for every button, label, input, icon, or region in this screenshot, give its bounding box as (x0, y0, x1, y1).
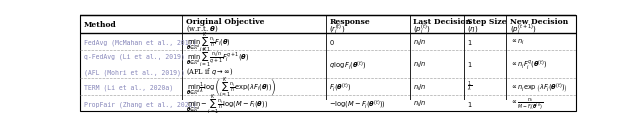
Text: $n_i/n$: $n_i/n$ (413, 59, 426, 69)
Text: FedAvg (McMahan et al., 2017): FedAvg (McMahan et al., 2017) (84, 39, 196, 45)
Text: $F_i(\boldsymbol{\theta}^{(t)})$: $F_i(\boldsymbol{\theta}^{(t)})$ (330, 81, 351, 93)
Text: $0$: $0$ (330, 38, 335, 47)
Text: (w.r.t. $\boldsymbol{\theta}$): (w.r.t. $\boldsymbol{\theta}$) (186, 24, 218, 34)
Text: $(\eta)$: $(\eta)$ (467, 24, 479, 34)
Text: PropFair (Zhang et al., 2022): PropFair (Zhang et al., 2022) (84, 100, 196, 107)
Text: $n_i/n$: $n_i/n$ (413, 82, 426, 92)
Text: Response: Response (330, 18, 370, 26)
Text: $-\log(M-F_i(\boldsymbol{\theta}^{(t)}))$: $-\log(M-F_i(\boldsymbol{\theta}^{(t)}))… (330, 97, 387, 109)
Text: Method: Method (84, 21, 116, 29)
Text: Original Objective: Original Objective (186, 18, 264, 26)
Text: $1$: $1$ (467, 99, 473, 108)
Text: $\propto n_i$: $\propto n_i$ (509, 38, 524, 47)
Text: $(p_i^{(t)})$: $(p_i^{(t)})$ (413, 22, 431, 36)
Text: $n_i/n$: $n_i/n$ (413, 37, 426, 47)
Text: $1$: $1$ (467, 60, 473, 68)
Text: $\min_{\boldsymbol{\theta}\in\mathbb{R}^d}-\sum_{i=1}^{K}\frac{n_i}{n}\log(M-F_i: $\min_{\boldsymbol{\theta}\in\mathbb{R}^… (186, 92, 268, 113)
Text: $\propto n_i\exp\left(\lambda F_i\left(\boldsymbol{\theta}^{(t)}\right)\right)$: $\propto n_i\exp\left(\lambda F_i\left(\… (509, 80, 567, 93)
Text: $n_i/n$: $n_i/n$ (413, 98, 426, 108)
Text: $(p_i^{(t+1)})$: $(p_i^{(t+1)})$ (509, 22, 536, 36)
Text: q-FedAvg (Li et al., 2019): q-FedAvg (Li et al., 2019) (84, 53, 185, 59)
Text: $\min_{\boldsymbol{\theta}\in\mathbb{R}^d}\sum_{i=1}^{K}\frac{n_i}{n}F_i(\boldsy: $\min_{\boldsymbol{\theta}\in\mathbb{R}^… (186, 30, 230, 54)
Text: $\frac{1}{\lambda}$: $\frac{1}{\lambda}$ (467, 80, 472, 94)
Text: $1$: $1$ (467, 38, 473, 47)
Text: (AFL (Mohri et al., 2019)): (AFL (Mohri et al., 2019)) (84, 69, 185, 75)
Text: $\propto n_i F_i^q\left(\boldsymbol{\theta}^{(t)}\right)$: $\propto n_i F_i^q\left(\boldsymbol{\the… (509, 58, 547, 71)
Text: $\min_{\boldsymbol{\theta}\in\mathbb{R}^d}\frac{1}{\lambda}\log\left(\sum_{i=1}^: $\min_{\boldsymbol{\theta}\in\mathbb{R}^… (186, 75, 276, 98)
Text: Step Size: Step Size (467, 18, 507, 26)
Text: $\min_{\boldsymbol{\theta}\in\mathbb{R}^d}\sum_{i=1}^{K}\frac{n_i/n}{q+1}F_i^{q+: $\min_{\boldsymbol{\theta}\in\mathbb{R}^… (186, 45, 249, 68)
FancyBboxPatch shape (80, 16, 576, 111)
Text: $\propto\frac{n_i}{M-F_i(\boldsymbol{\theta}^{(t)})}$: $\propto\frac{n_i}{M-F_i(\boldsymbol{\th… (509, 96, 543, 111)
Text: $(r_i^{(t)})$: $(r_i^{(t)})$ (330, 22, 346, 36)
Text: TERM (Li et al., 2020a): TERM (Li et al., 2020a) (84, 83, 173, 90)
Text: $q\log F_i(\boldsymbol{\theta}^{(t)})$: $q\log F_i(\boldsymbol{\theta}^{(t)})$ (330, 58, 367, 70)
Text: (AFL if $q\to\infty$): (AFL if $q\to\infty$) (186, 66, 233, 77)
Text: Last Decision: Last Decision (413, 18, 471, 26)
Text: New Decision: New Decision (509, 18, 568, 26)
